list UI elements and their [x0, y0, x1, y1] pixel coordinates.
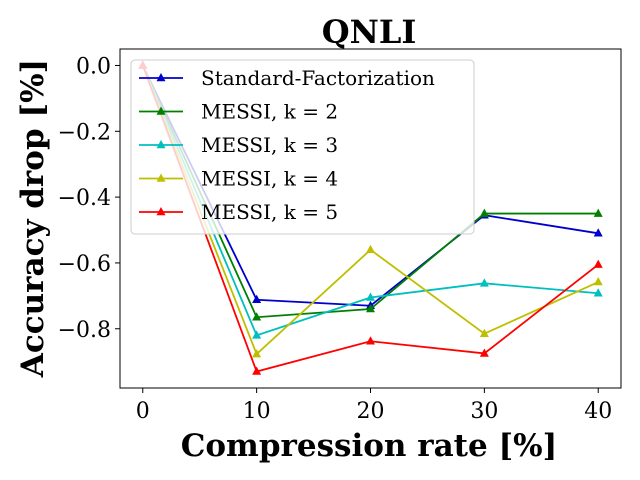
data-point — [252, 366, 262, 375]
data-point — [479, 328, 489, 337]
x-axis-label: Compression rate [%] — [181, 428, 558, 464]
legend-marker — [156, 173, 166, 182]
data-point — [479, 278, 489, 287]
data-point — [593, 228, 603, 237]
legend-item: Standard-Factorization — [139, 66, 435, 90]
data-point — [252, 349, 262, 358]
data-point — [593, 208, 603, 217]
x-tick-label: 30 — [470, 399, 498, 424]
legend-label: MESSI, k = 2 — [201, 100, 338, 124]
legend-marker — [156, 140, 166, 149]
legend-item: MESSI, k = 3 — [139, 133, 338, 157]
legend-item: MESSI, k = 2 — [139, 100, 338, 124]
data-point — [252, 294, 262, 304]
y-tick-label: −0.2 — [58, 120, 111, 145]
data-point — [593, 259, 603, 268]
data-point — [593, 288, 603, 297]
legend-marker — [156, 207, 166, 216]
data-point — [479, 208, 489, 217]
legend-label: MESSI, k = 4 — [201, 167, 338, 191]
legend-marker — [156, 106, 166, 115]
plot-area: 0 10 20 30 40 0.0 −0.2 −0.4 −0.6 −0.8 — [58, 48, 622, 424]
y-tick-label: −0.8 — [58, 318, 111, 343]
x-tick-label: 10 — [243, 399, 271, 424]
legend-box — [130, 59, 475, 235]
y-tick-label: 0.0 — [76, 54, 111, 79]
legend-item: MESSI, k = 4 — [139, 167, 338, 191]
y-tick-label: −0.4 — [58, 186, 111, 211]
legend: Standard-Factorization MESSI, k = 2 MESSI,… — [130, 59, 475, 235]
data-point — [252, 312, 262, 321]
x-tick-label: 40 — [584, 399, 612, 424]
legend-label: MESSI, k = 5 — [201, 200, 338, 224]
data-point — [479, 348, 489, 357]
y-tick-label: −0.6 — [58, 252, 111, 277]
legend-marker — [156, 73, 166, 82]
legend-item: MESSI, k = 5 — [139, 200, 338, 224]
y-axis-label: Accuracy drop [%] — [15, 59, 51, 378]
data-point — [366, 336, 375, 345]
x-tick-label: 20 — [357, 399, 385, 424]
legend-label: MESSI, k = 3 — [201, 133, 338, 157]
data-point — [366, 292, 375, 301]
chart-title: QNLI — [322, 13, 417, 51]
data-point — [252, 330, 262, 339]
data-point — [366, 304, 375, 313]
data-point — [593, 277, 603, 286]
data-point — [366, 244, 375, 254]
legend-label: Standard-Factorization — [201, 66, 435, 90]
x-tick-label: 0 — [136, 399, 150, 424]
